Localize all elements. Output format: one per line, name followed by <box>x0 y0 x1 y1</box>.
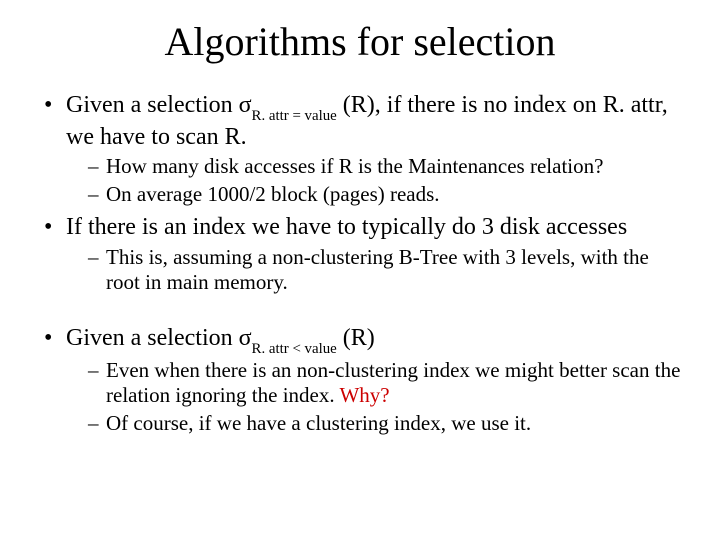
bullet-1-subscript: R. attr = value <box>252 108 337 124</box>
bullet-3: Given a selection σR. attr < value (R) E… <box>44 324 684 437</box>
slide-title: Algorithms for selection <box>36 18 684 65</box>
bullet-1-sublist: How many disk accesses if R is the Maint… <box>66 154 684 207</box>
bullet-1: Given a selection σR. attr = value (R), … <box>44 91 684 207</box>
bullet-1-text-a: Given a selection <box>66 92 239 118</box>
bullet-2-sub-1: This is, assuming a non-clustering B-Tre… <box>88 245 684 296</box>
sigma-icon: σ <box>239 325 252 351</box>
bullet-3-subscript: R. attr < value <box>252 341 337 357</box>
bullet-list-2: Given a selection σR. attr < value (R) E… <box>36 324 684 437</box>
spacer <box>36 302 684 324</box>
bullet-3-text-b: (R) <box>337 325 375 351</box>
bullet-1-sub-2: On average 1000/2 block (pages) reads. <box>88 182 684 208</box>
bullet-3-text-a: Given a selection <box>66 325 239 351</box>
bullet-list: Given a selection σR. attr = value (R), … <box>36 91 684 296</box>
sigma-icon: σ <box>239 92 252 118</box>
bullet-3-sub-1-text: Even when there is an non-clustering ind… <box>106 358 680 408</box>
why-text: Why? <box>339 383 389 407</box>
bullet-2-text: If there is an index we have to typicall… <box>66 214 627 240</box>
bullet-3-sublist: Even when there is an non-clustering ind… <box>66 358 684 437</box>
bullet-3-sub-1: Even when there is an non-clustering ind… <box>88 358 684 409</box>
bullet-2: If there is an index we have to typicall… <box>44 213 684 295</box>
slide: Algorithms for selection Given a selecti… <box>0 0 720 540</box>
bullet-3-sub-2: Of course, if we have a clustering index… <box>88 411 684 437</box>
bullet-2-sublist: This is, assuming a non-clustering B-Tre… <box>66 245 684 296</box>
bullet-1-sub-1: How many disk accesses if R is the Maint… <box>88 154 684 180</box>
